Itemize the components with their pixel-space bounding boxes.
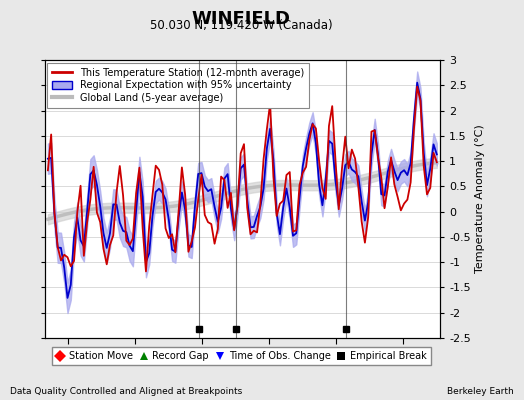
Text: Data Quality Controlled and Aligned at Breakpoints: Data Quality Controlled and Aligned at B… (10, 387, 243, 396)
Legend: Station Move, Record Gap, Time of Obs. Change, Empirical Break: Station Move, Record Gap, Time of Obs. C… (51, 347, 431, 365)
Text: Berkeley Earth: Berkeley Earth (447, 387, 514, 396)
Text: 50.030 N, 119.420 W (Canada): 50.030 N, 119.420 W (Canada) (150, 19, 332, 32)
Y-axis label: Temperature Anomaly (°C): Temperature Anomaly (°C) (475, 125, 485, 273)
Legend: This Temperature Station (12-month average), Regional Expectation with 95% uncer: This Temperature Station (12-month avera… (48, 63, 309, 108)
Text: WINFIELD: WINFIELD (192, 10, 290, 28)
